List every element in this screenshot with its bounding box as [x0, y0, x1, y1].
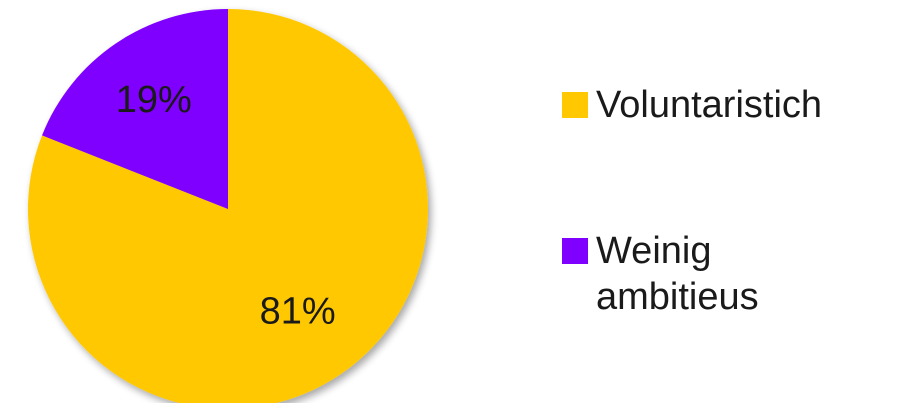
legend-label-2-line-1: Weinig — [596, 230, 711, 272]
slice-label-2: 19% — [116, 79, 192, 121]
legend-swatch-1 — [562, 92, 588, 118]
pie-slice-1 — [28, 9, 428, 403]
legend-label-1: Voluntaristich — [596, 84, 822, 126]
slice-label-1: 81% — [260, 291, 336, 333]
pie-slices — [28, 9, 428, 403]
legend-swatch-2 — [562, 238, 588, 264]
slice-labels: 81% 19% — [116, 79, 336, 333]
legend-label-2-line-2: ambitieus — [596, 276, 759, 318]
pie-slice-2 — [42, 9, 228, 209]
